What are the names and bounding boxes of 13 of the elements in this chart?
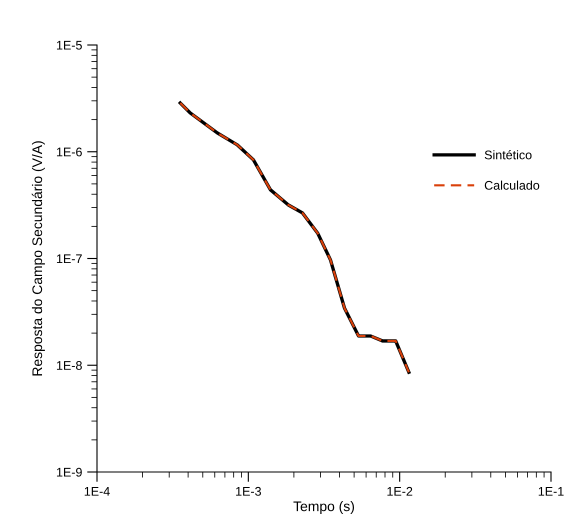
- y-tick-label: 1E-5: [56, 40, 82, 50]
- legend-label: Sintético: [484, 150, 532, 160]
- y-tick-label: 1E-6: [56, 148, 82, 156]
- x-tick-label: 1E-2: [387, 486, 412, 496]
- y-tick-label: 1E-9: [56, 468, 82, 477]
- y-tick-label: 1E-8: [56, 361, 82, 370]
- legend-label: Calculado: [484, 180, 540, 190]
- y-tick-label: 1E-7: [56, 254, 82, 264]
- x-tick-label: 1E-4: [84, 487, 110, 496]
- x-tick-label: 1E-1: [538, 487, 564, 496]
- y-axis-title: Resposta do Campo Secundário (V/A): [32, 141, 45, 376]
- x-axis-title: Tempo (s): [293, 501, 354, 514]
- x-tick-label: 1E-3: [236, 486, 261, 496]
